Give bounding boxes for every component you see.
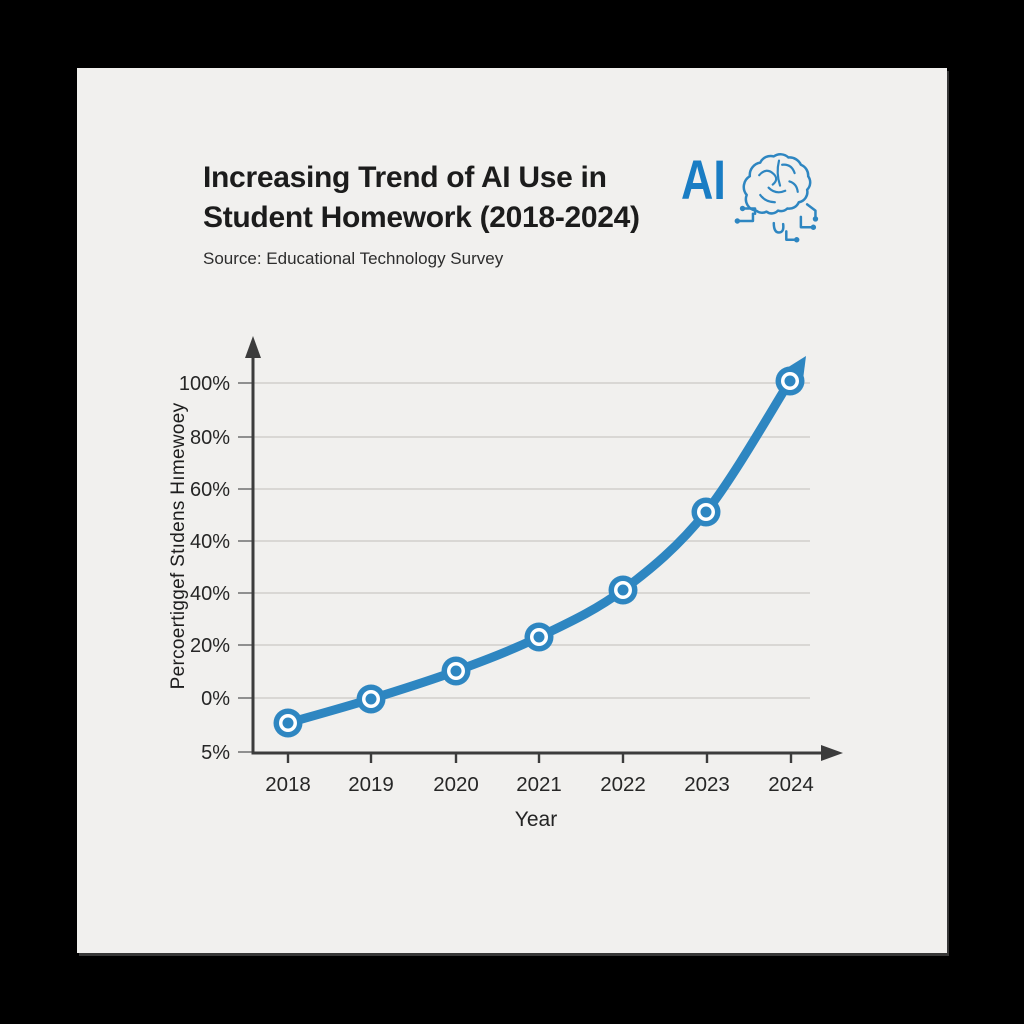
y-tick-label: 40% (190, 531, 230, 553)
page-title: Increasing Trend of AI Use in Student Ho… (203, 158, 640, 238)
x-tick-label: 2018 (265, 773, 311, 796)
poster-card: Increasing Trend of AI Use in Student Ho… (77, 68, 947, 953)
x-axis-arrowhead (821, 745, 843, 761)
y-tick-label: 0% (201, 688, 230, 710)
data-point-marker-core (282, 717, 294, 729)
x-tick-label: 2020 (433, 773, 479, 796)
ai-logo-text: AI (681, 148, 726, 211)
x-axis-title: Year (514, 808, 558, 831)
y-tick-label: 40% (190, 583, 230, 605)
y-axis-title: Percoertiggef Stıdens Hımewoey (168, 402, 189, 690)
y-tick-label: 5% (201, 742, 230, 764)
y-tick-label: 60% (190, 479, 230, 501)
ai-logo: AI (681, 146, 825, 246)
x-tick-label: 2023 (684, 773, 730, 796)
trend-line-chart: 100% 80% 60% 40% 40% 20% 0% 5% 2018 2019 2020 2021 2… (179, 336, 843, 796)
data-point-marker-core (700, 506, 712, 518)
data-point-marker-core (365, 693, 377, 705)
title-line-1: Increasing Trend of AI Use in (203, 161, 607, 194)
x-tick-label: 2019 (348, 773, 394, 796)
trend-line (283, 376, 795, 728)
y-tick-label: 20% (190, 635, 230, 657)
y-tick-label: 100% (179, 373, 230, 395)
data-point-marker-core (784, 375, 796, 387)
brain-circuit-icon (734, 153, 819, 243)
y-axis-arrowhead (245, 336, 261, 358)
source-caption: Source: Educational Technology Survey (203, 249, 504, 268)
y-tick-label: 80% (190, 427, 230, 449)
x-tick-label: 2024 (768, 773, 814, 796)
x-tick-label: 2022 (600, 773, 646, 796)
data-point-marker-core (617, 584, 629, 596)
title-line-2: Student Homework (2018-2024) (203, 201, 640, 234)
x-tick-label: 2021 (516, 773, 562, 796)
data-point-marker-core (533, 631, 545, 643)
data-point-marker-core (450, 665, 462, 677)
